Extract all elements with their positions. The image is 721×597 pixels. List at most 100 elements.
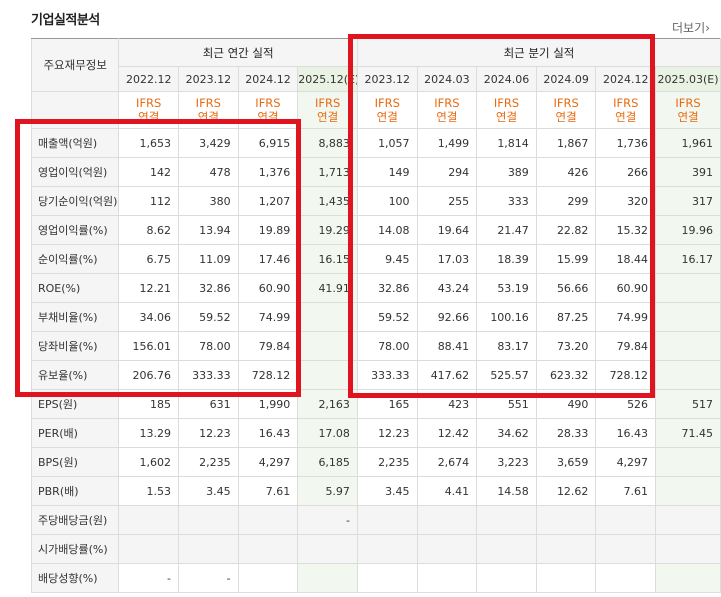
quarter-value-cell: 56.66 bbox=[535, 273, 597, 303]
row-label: 유보율(%) bbox=[30, 360, 120, 390]
quarter-value-cell bbox=[356, 534, 418, 564]
quarter-value-cell: 14.08 bbox=[356, 215, 418, 245]
quarter-group-header: 최근 분기 실적 bbox=[356, 38, 721, 67]
quarter-date-0: 2023.12 bbox=[356, 66, 418, 92]
quarter-value-cell: 165 bbox=[356, 389, 418, 419]
more-link[interactable]: 더보기› bbox=[672, 19, 710, 36]
quarter-value-cell: 1,961 bbox=[655, 128, 721, 158]
annual-value-cell: 206.76 bbox=[118, 360, 180, 390]
quarter-value-cell: 4.41 bbox=[416, 476, 478, 506]
ifrs-label-top: IFRS bbox=[675, 96, 701, 110]
row-label: 배당성향(%) bbox=[30, 563, 120, 593]
annual-value-cell: 13.29 bbox=[118, 418, 180, 448]
annual-value-cell: 185 bbox=[118, 389, 180, 419]
annual-value-cell: 17.46 bbox=[237, 244, 299, 274]
ifrs-label-bottom: 연결 bbox=[317, 110, 339, 124]
annual-value-cell bbox=[297, 331, 358, 361]
quarter-value-cell: 2,235 bbox=[356, 447, 418, 477]
annual-value-cell bbox=[297, 563, 358, 593]
section-title: 기업실적분석 bbox=[31, 13, 100, 28]
annual-value-cell bbox=[297, 534, 358, 564]
quarter-value-cell: 15.32 bbox=[595, 215, 657, 245]
quarter-value-cell: 73.20 bbox=[535, 331, 597, 361]
annual-value-cell: 6,915 bbox=[237, 128, 299, 158]
row-label: 영업이익(억원) bbox=[30, 157, 120, 187]
row-label: 당기순이익(억원) bbox=[30, 186, 120, 216]
quarter-value-cell: 16.17 bbox=[655, 244, 721, 274]
annual-value-cell: 1.53 bbox=[118, 476, 180, 506]
quarter-value-cell: 83.17 bbox=[476, 331, 537, 361]
annual-date-2: 2024.12 bbox=[237, 66, 299, 92]
annual-value-cell: 74.99 bbox=[237, 302, 299, 332]
quarter-value-cell: 18.39 bbox=[476, 244, 537, 274]
annual-value-cell: 59.52 bbox=[178, 302, 239, 332]
quarter-value-cell: 3,659 bbox=[535, 447, 597, 477]
table-row: 부채비율(%) 34.06 59.52 74.99 59.52 92.66 100.16 87… bbox=[30, 302, 721, 332]
quarter-value-cell bbox=[356, 563, 418, 593]
annual-value-cell: 7.61 bbox=[237, 476, 299, 506]
chevron-right-icon: › bbox=[705, 21, 710, 35]
ifrs-label-bottom: 연결 bbox=[677, 110, 699, 124]
table-row: 매출액(억원) 1,653 3,429 6,915 8,883 1,057 1,499 1,8… bbox=[30, 128, 721, 158]
ifrs-corner bbox=[30, 91, 120, 129]
quarter-date-2: 2024.06 bbox=[476, 66, 537, 92]
ifrs-label-top: IFRS bbox=[195, 96, 221, 110]
table-row: 영업이익률(%) 8.62 13.94 19.89 19.29 14.08 19.64 21.… bbox=[30, 215, 721, 245]
quarter-value-cell: 21.47 bbox=[476, 215, 537, 245]
quarter-value-cell bbox=[476, 534, 537, 564]
quarter-date-1: 2024.03 bbox=[416, 66, 478, 92]
annual-value-cell: 1,602 bbox=[118, 447, 180, 477]
quarter-date-3: 2024.09 bbox=[535, 66, 597, 92]
annual-value-cell: 78.00 bbox=[178, 331, 239, 361]
ifrs-label-top: IFRS bbox=[136, 96, 162, 110]
ifrs-label: IFRS 연결 bbox=[237, 91, 299, 129]
quarter-value-cell bbox=[476, 505, 537, 535]
row-label: 당좌비율(%) bbox=[30, 331, 120, 361]
ifrs-label: IFRS 연결 bbox=[655, 91, 721, 129]
quarter-value-cell: 551 bbox=[476, 389, 537, 419]
annual-value-cell: 6,185 bbox=[297, 447, 358, 477]
annual-value-cell: 3.45 bbox=[178, 476, 239, 506]
row-label: ROE(%) bbox=[30, 273, 120, 303]
quarter-value-cell: 34.62 bbox=[476, 418, 537, 448]
annual-value-cell: 34.06 bbox=[118, 302, 180, 332]
annual-value-cell: - bbox=[178, 563, 239, 593]
annual-value-cell bbox=[237, 563, 299, 593]
annual-value-cell: 8.62 bbox=[118, 215, 180, 245]
annual-value-cell: 4,297 bbox=[237, 447, 299, 477]
annual-value-cell: 1,653 bbox=[118, 128, 180, 158]
quarter-value-cell: 490 bbox=[535, 389, 597, 419]
quarter-value-cell: 517 bbox=[655, 389, 721, 419]
annual-value-cell: 333.33 bbox=[178, 360, 239, 390]
ifrs-label-top: IFRS bbox=[493, 96, 520, 110]
annual-value-cell: 478 bbox=[178, 157, 239, 187]
ifrs-label-bottom: 연결 bbox=[555, 110, 577, 124]
quarter-value-cell: 728.12 bbox=[595, 360, 657, 390]
quarter-value-cell bbox=[655, 331, 721, 361]
ifrs-label: IFRS 연결 bbox=[476, 91, 537, 129]
ifrs-label-bottom: 연결 bbox=[376, 110, 398, 124]
annual-value-cell bbox=[237, 534, 299, 564]
quarter-value-cell: 87.25 bbox=[535, 302, 597, 332]
ifrs-label-bottom: 연결 bbox=[615, 110, 637, 124]
annual-value-cell: 380 bbox=[178, 186, 239, 216]
row-label: 주당배당금(원) bbox=[30, 505, 120, 535]
quarter-value-cell: 32.86 bbox=[356, 273, 418, 303]
quarter-value-cell: 19.96 bbox=[655, 215, 721, 245]
quarter-value-cell: 16.43 bbox=[595, 418, 657, 448]
table-row: 당좌비율(%) 156.01 78.00 79.84 78.00 88.41 83.17 73… bbox=[30, 331, 721, 361]
ifrs-label-bottom: 연결 bbox=[436, 110, 458, 124]
annual-value-cell bbox=[178, 505, 239, 535]
quarter-value-cell: 17.03 bbox=[416, 244, 478, 274]
quarter-value-cell bbox=[356, 505, 418, 535]
annual-value-cell: - bbox=[297, 505, 358, 535]
quarter-value-cell bbox=[655, 360, 721, 390]
quarter-value-cell: 53.19 bbox=[476, 273, 537, 303]
quarter-value-cell: 59.52 bbox=[356, 302, 418, 332]
annual-date-1: 2023.12 bbox=[178, 66, 239, 92]
annual-value-cell: 41.91 bbox=[297, 273, 358, 303]
annual-value-cell: 112 bbox=[118, 186, 180, 216]
more-link-label: 더보기 bbox=[672, 21, 706, 35]
annual-value-cell: 2,235 bbox=[178, 447, 239, 477]
quarter-value-cell: 317 bbox=[655, 186, 721, 216]
